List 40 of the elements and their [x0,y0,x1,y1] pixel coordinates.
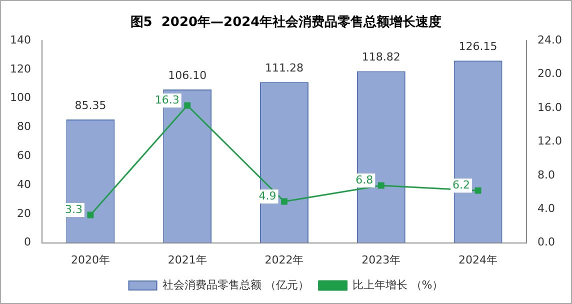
bar [260,82,308,243]
data-label: 126.15 [458,40,498,53]
data-label: 111.28 [265,61,304,74]
data-label: 3.3 [64,202,82,216]
y-tick-label: 60 [16,149,31,162]
y2-tick-label: 12.0 [538,134,562,148]
y2-tick-label: 16.0 [538,100,562,114]
data-label: 16.3 [154,93,180,106]
point [184,102,191,109]
data-label: 6.8 [356,173,374,186]
x-tick-label: 2021年 [168,253,207,266]
point [378,182,384,189]
y-tick-label: 20 [16,206,31,220]
y2-tick-label: 8.0 [538,168,556,182]
data-label: 4.9 [258,189,276,202]
x-tick-label: 2024年 [458,253,498,266]
data-label: 118.82 [362,50,400,64]
y2-tick-label: 24.0 [538,33,562,46]
data-label: 106.10 [168,68,207,82]
point [281,198,288,205]
data-label: 85.35 [74,98,106,112]
x-tick-label: 2022年 [264,253,304,266]
legend-label: 社会消费品零售总额 （亿元） [162,278,309,292]
y-tick-label: 120 [10,62,31,76]
bar [454,60,502,243]
data-label: 6.2 [452,178,470,192]
y-tick-label: 40 [16,178,31,191]
y2-tick-label: 20.0 [538,67,562,80]
x-tick-label: 2023年 [362,253,401,266]
y-tick-label: 80 [16,120,31,134]
point [87,212,94,218]
y2-tick-label: 0.0 [538,236,556,249]
y2-tick-label: 4.0 [538,202,556,215]
y-tick-label: 0 [24,236,31,249]
chart-title: 图5 2020年—2024年社会消费品零售总额增长速度 [130,14,442,30]
y-tick-label: 140 [10,33,31,46]
x-tick-label: 2020年 [70,253,110,266]
bar [356,71,406,243]
point [474,187,482,194]
y-tick-label: 100 [10,91,31,104]
